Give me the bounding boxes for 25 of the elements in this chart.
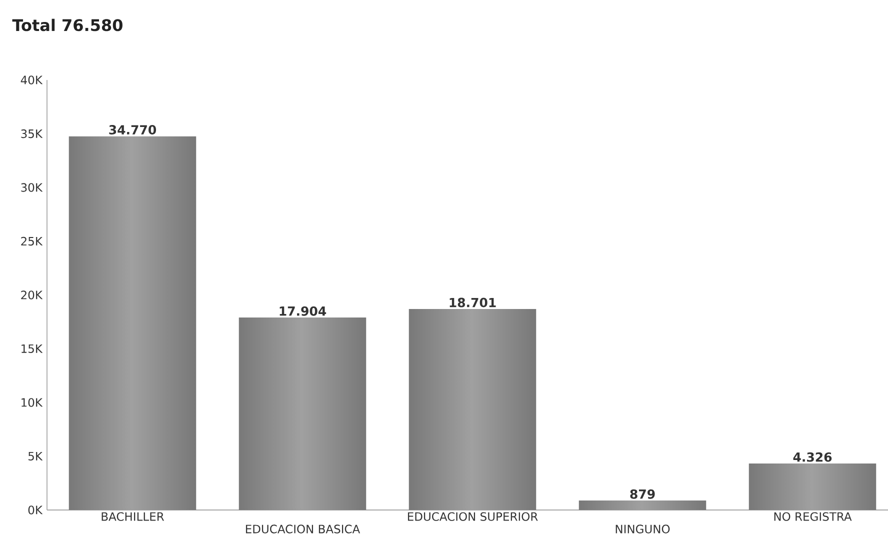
bar bbox=[578, 500, 706, 510]
data-label: 18.701 bbox=[450, 298, 496, 308]
y-tick-label: 40K bbox=[20, 76, 43, 84]
bar bbox=[748, 463, 876, 510]
y-tick-label: 15K bbox=[22, 344, 43, 354]
y-tick-label: 5K bbox=[28, 452, 43, 461]
y-tick-label: 30K bbox=[21, 183, 43, 192]
data-label: 34.770 bbox=[109, 125, 156, 135]
x-tick-label: BACHILLER bbox=[102, 512, 164, 521]
x-tick-label: NO REGISTRA bbox=[774, 512, 852, 521]
bar bbox=[238, 318, 366, 510]
y-tick-label: 25K bbox=[21, 236, 43, 246]
y-tick-label: 35K bbox=[21, 129, 43, 138]
x-tick-label: EDUCACION BASICA bbox=[246, 524, 360, 534]
data-label: 17.904 bbox=[280, 306, 326, 316]
y-tick-label: 20K bbox=[21, 290, 43, 300]
y-tick-label: 0K bbox=[28, 506, 43, 514]
chart-title: Total 76.580 bbox=[12, 18, 122, 32]
data-label: 4.326 bbox=[793, 452, 832, 462]
data-label: 879 bbox=[630, 489, 655, 499]
x-tick-label: EDUCACION SUPERIOR bbox=[408, 512, 538, 521]
bar bbox=[408, 308, 536, 510]
bar bbox=[68, 136, 196, 510]
x-tick-label: NINGUNO bbox=[616, 524, 670, 534]
y-tick-label: 10K bbox=[22, 398, 43, 407]
